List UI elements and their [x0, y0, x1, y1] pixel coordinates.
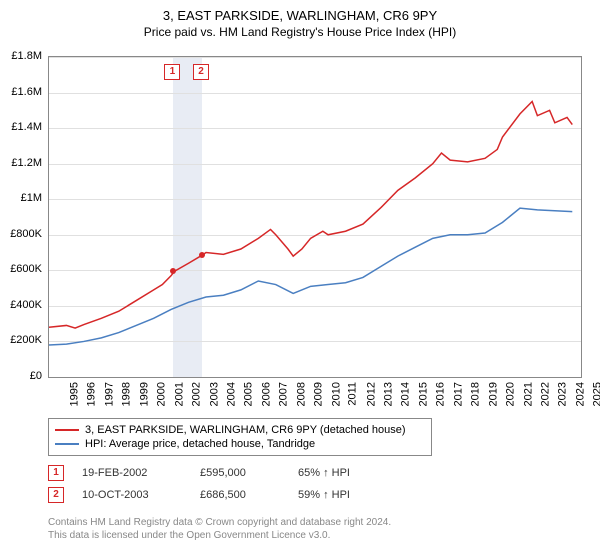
legend: 3, EAST PARKSIDE, WARLINGHAM, CR6 9PY (d… [48, 418, 432, 456]
x-tick-label: 2020 [505, 382, 517, 406]
sale-row: 1 19-FEB-2002 £595,000 65% ↑ HPI [48, 462, 378, 484]
sale-price: £686,500 [200, 489, 280, 501]
footer-line1: Contains HM Land Registry data © Crown c… [48, 516, 391, 529]
x-tick-label: 2012 [365, 382, 377, 406]
x-tick-label: 2006 [260, 382, 272, 406]
y-tick-label: £600K [0, 263, 42, 275]
x-tick-label: 2021 [522, 382, 534, 406]
sale-vs-hpi: 59% ↑ HPI [298, 489, 378, 501]
sale-row-marker: 2 [48, 487, 64, 503]
x-tick-label: 1996 [86, 382, 98, 406]
x-tick-label: 2000 [156, 382, 168, 406]
x-tick-label: 2001 [173, 382, 185, 406]
sale-marker: 2 [193, 64, 209, 80]
y-tick-label: £800K [0, 228, 42, 240]
x-tick-label: 2023 [557, 382, 569, 406]
y-tick-label: £1M [0, 192, 42, 204]
sale-row-marker: 1 [48, 465, 64, 481]
plot-area [48, 56, 582, 378]
x-tick-label: 1998 [121, 382, 133, 406]
x-tick-label: 2004 [225, 382, 237, 406]
sale-dot [199, 252, 205, 258]
plot-svg [49, 57, 581, 377]
x-tick-label: 2018 [470, 382, 482, 406]
sale-marker: 1 [164, 64, 180, 80]
sale-date: 19-FEB-2002 [82, 467, 182, 479]
x-tick-label: 2017 [452, 382, 464, 406]
legend-swatch [55, 429, 79, 431]
footer-line2: This data is licensed under the Open Gov… [48, 529, 391, 542]
legend-label: HPI: Average price, detached house, Tand… [85, 438, 315, 450]
x-tick-label: 2010 [330, 382, 342, 406]
x-tick-label: 2009 [313, 382, 325, 406]
series-property [49, 101, 572, 328]
series-hpi [49, 208, 572, 345]
x-tick-label: 2008 [295, 382, 307, 406]
sale-row: 2 10-OCT-2003 £686,500 59% ↑ HPI [48, 484, 378, 506]
y-tick-label: £0 [0, 370, 42, 382]
x-tick-label: 1999 [138, 382, 150, 406]
y-tick-label: £1.6M [0, 86, 42, 98]
sale-dot [170, 268, 176, 274]
legend-swatch [55, 443, 79, 445]
chart-container: 3, EAST PARKSIDE, WARLINGHAM, CR6 9PY Pr… [0, 0, 600, 560]
x-tick-label: 2015 [417, 382, 429, 406]
footer-attribution: Contains HM Land Registry data © Crown c… [48, 516, 391, 542]
y-tick-label: £1.8M [0, 50, 42, 62]
x-tick-label: 2014 [400, 382, 412, 406]
legend-item: HPI: Average price, detached house, Tand… [55, 437, 425, 451]
chart-subtitle: Price paid vs. HM Land Registry's House … [0, 23, 600, 47]
sale-vs-hpi: 65% ↑ HPI [298, 467, 378, 479]
x-tick-label: 1995 [68, 382, 80, 406]
sale-date: 10-OCT-2003 [82, 489, 182, 501]
chart-title: 3, EAST PARKSIDE, WARLINGHAM, CR6 9PY [0, 0, 600, 23]
y-tick-label: £1.4M [0, 121, 42, 133]
legend-item: 3, EAST PARKSIDE, WARLINGHAM, CR6 9PY (d… [55, 423, 425, 437]
x-tick-label: 2002 [191, 382, 203, 406]
x-tick-label: 2016 [435, 382, 447, 406]
y-tick-label: £200K [0, 334, 42, 346]
x-tick-label: 2007 [278, 382, 290, 406]
sale-price: £595,000 [200, 467, 280, 479]
x-tick-label: 1997 [103, 382, 115, 406]
x-tick-label: 2025 [592, 382, 600, 406]
x-tick-label: 2024 [574, 382, 586, 406]
x-tick-label: 2011 [347, 382, 359, 406]
legend-label: 3, EAST PARKSIDE, WARLINGHAM, CR6 9PY (d… [85, 424, 406, 436]
y-tick-label: £1.2M [0, 157, 42, 169]
x-tick-label: 2019 [487, 382, 499, 406]
y-tick-label: £400K [0, 299, 42, 311]
sales-table: 1 19-FEB-2002 £595,000 65% ↑ HPI 2 10-OCT-200… [48, 462, 378, 506]
x-tick-label: 2022 [539, 382, 551, 406]
x-tick-label: 2003 [208, 382, 220, 406]
x-tick-label: 2005 [243, 382, 255, 406]
x-tick-label: 2013 [382, 382, 394, 406]
